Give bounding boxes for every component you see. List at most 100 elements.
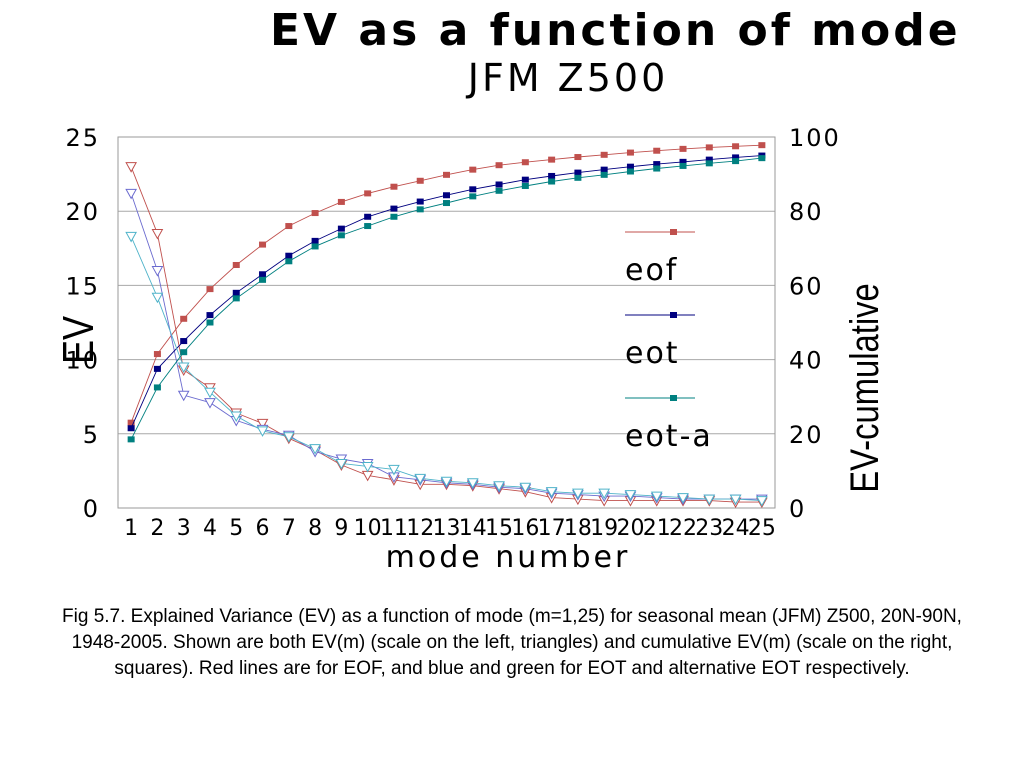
data-point-eot-a [493, 481, 505, 492]
x-tick-label: 14 [459, 516, 487, 541]
x-tick-label: 6 [256, 516, 270, 541]
data-point-eot-a [626, 168, 634, 175]
data-point-eot [679, 158, 687, 165]
data-point-eof [232, 261, 240, 268]
y-left-tick-label: 5 [83, 421, 100, 449]
x-tick-label: 16 [511, 516, 539, 541]
x-tick-label: 18 [564, 516, 592, 541]
data-point-eot-a [677, 493, 689, 504]
legend-marker-eot-a [670, 395, 677, 401]
data-point-eot [521, 176, 529, 183]
data-point-eof [151, 228, 164, 240]
data-point-eot-a [414, 473, 427, 485]
data-point-eof [469, 166, 477, 173]
data-point-eot [390, 205, 398, 212]
data-point-eof [574, 154, 582, 161]
data-point-eot [495, 181, 503, 188]
data-point-eot-a [758, 155, 766, 162]
data-point-eot-a [282, 432, 295, 443]
data-point-eot-a [548, 178, 556, 185]
data-point-eot [364, 213, 372, 220]
x-tick-label: 3 [177, 516, 191, 541]
data-point-eot-a [127, 436, 135, 443]
data-point-eof [679, 145, 687, 152]
data-point-eot [732, 154, 740, 161]
data-point-eof [600, 151, 608, 158]
data-point-eot-a [469, 193, 477, 200]
x-tick-label: 9 [334, 516, 348, 541]
data-point-eot [204, 398, 216, 409]
x-tick-label: 8 [308, 516, 322, 541]
data-point-eot [206, 312, 214, 319]
x-tick-label: 25 [748, 516, 776, 541]
data-point-eof [416, 177, 424, 184]
data-point-eof [705, 144, 713, 151]
data-point-eot [443, 192, 450, 199]
data-point-eot-a [600, 171, 608, 178]
data-point-eot-a [653, 165, 661, 172]
data-point-eof [337, 198, 345, 205]
data-point-eot [705, 156, 713, 163]
data-point-eot-a [232, 295, 240, 302]
data-point-eot-a [729, 494, 742, 506]
x-tick-label: 4 [203, 516, 217, 541]
data-point-eot-a [311, 243, 319, 250]
data-point-eot [153, 365, 161, 372]
x-tick-label: 24 [722, 516, 750, 541]
data-point-eot [600, 166, 608, 173]
data-point-eof [390, 183, 398, 190]
data-point-eot-a [572, 488, 584, 500]
data-point-eot-a [650, 491, 663, 503]
data-point-eof [758, 142, 766, 149]
x-tick-label: 1 [124, 516, 138, 541]
legend-marker-eot [670, 312, 677, 318]
data-point-eof [364, 190, 372, 197]
data-point-eot-a [416, 206, 424, 213]
data-point-eot [416, 198, 424, 205]
data-point-eof [443, 171, 450, 178]
data-point-eof [127, 419, 135, 426]
data-point-eot [259, 271, 267, 278]
data-point-eot-a [206, 319, 214, 326]
data-point-eot-a [125, 231, 137, 243]
data-point-eot-a [259, 276, 267, 283]
data-point-eot-a [177, 362, 190, 374]
data-point-eot-a [679, 162, 687, 169]
data-point-eof [256, 418, 269, 430]
y-left-tick-label: 15 [65, 272, 100, 300]
data-point-eot-a [335, 458, 348, 470]
x-tick-label: 20 [616, 516, 644, 541]
data-point-eot-a [443, 200, 450, 207]
y-left-tick-label: 25 [65, 124, 100, 152]
data-point-eot-a [495, 187, 503, 194]
data-point-eot [125, 188, 137, 200]
data-point-eot-a [440, 476, 453, 488]
x-axis-label: mode number [386, 540, 631, 575]
data-point-eof [548, 156, 556, 163]
data-point-eot [653, 161, 661, 168]
data-point-eot-a [466, 478, 479, 489]
y-left-axis-label: EV [54, 316, 103, 364]
data-point-eot-a [337, 232, 345, 239]
data-point-eot-a [521, 182, 529, 189]
legend-label-eot: eot [625, 336, 680, 371]
data-point-eot-a [151, 292, 164, 304]
data-point-eot-a [519, 482, 532, 494]
legend-label-eof: eof [625, 253, 678, 288]
data-point-eot-a [153, 384, 161, 391]
y-left-tick-label: 20 [65, 198, 100, 226]
data-point-eof [495, 162, 503, 169]
data-point-eot [180, 338, 188, 345]
data-point-eot [469, 186, 477, 193]
data-point-eof [732, 143, 740, 150]
x-tick-label: 12 [406, 516, 434, 541]
data-point-eot [151, 266, 164, 277]
x-tick-label: 5 [229, 516, 243, 541]
x-tick-label: 10 [354, 516, 382, 541]
data-point-eot [574, 169, 582, 176]
figure-caption: Fig 5.7. Explained Variance (EV) as a fu… [62, 606, 962, 679]
data-point-eof [180, 315, 188, 322]
data-point-eot [177, 390, 190, 402]
data-point-eot-a [230, 411, 243, 423]
